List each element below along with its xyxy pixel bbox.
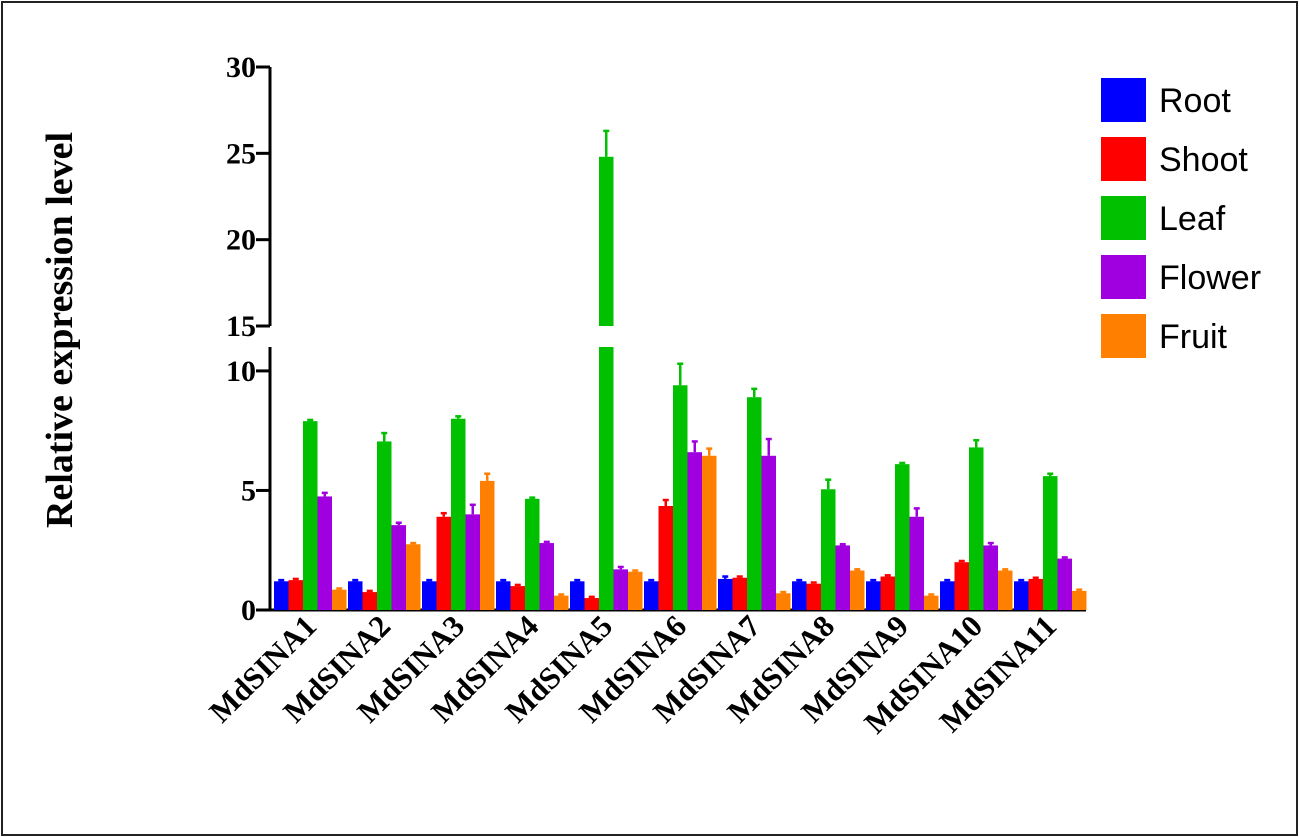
bar bbox=[866, 581, 881, 610]
bar bbox=[332, 589, 347, 610]
bar bbox=[1028, 578, 1043, 610]
bar bbox=[436, 516, 451, 610]
bar bbox=[599, 347, 614, 610]
y-axis-label: Relative expression level bbox=[39, 132, 81, 528]
bar bbox=[806, 583, 821, 610]
bar bbox=[288, 580, 303, 610]
bar bbox=[673, 385, 688, 610]
bar bbox=[377, 441, 392, 610]
bar bbox=[510, 586, 525, 610]
y-tick-label: 30 bbox=[226, 51, 256, 84]
bar bbox=[850, 570, 865, 610]
legend-label: Flower bbox=[1159, 259, 1261, 297]
bar bbox=[525, 498, 540, 610]
legend-label: Root bbox=[1159, 82, 1231, 120]
bar bbox=[702, 455, 717, 610]
bar bbox=[821, 489, 836, 610]
y-tick-label: 5 bbox=[241, 474, 256, 507]
bar bbox=[613, 569, 628, 610]
bar bbox=[761, 455, 776, 610]
bar bbox=[1057, 558, 1072, 610]
bar bbox=[687, 452, 702, 610]
bar bbox=[628, 571, 643, 610]
y-tick-label: 25 bbox=[226, 137, 256, 170]
x-category-labels: MdSINA1MdSINA2MdSINA3MdSINA4MdSINA5MdSIN… bbox=[202, 608, 1063, 740]
bar bbox=[880, 576, 895, 610]
legend-swatch bbox=[1101, 137, 1146, 181]
bar bbox=[732, 577, 747, 610]
bar bbox=[317, 496, 332, 610]
legend-swatch bbox=[1101, 78, 1146, 122]
y-tick-label: 0 bbox=[241, 594, 256, 627]
bar bbox=[924, 595, 939, 610]
y-ticks: 0 5 10 15 20 25 30 bbox=[226, 51, 270, 627]
bar bbox=[1043, 476, 1058, 610]
legend-label: Fruit bbox=[1159, 318, 1228, 356]
legend: Root Shoot Leaf Flower Fruit bbox=[1101, 78, 1261, 358]
bar bbox=[909, 516, 924, 610]
bar bbox=[274, 581, 289, 610]
bar bbox=[644, 581, 659, 610]
bar bbox=[465, 514, 480, 610]
bar bbox=[406, 544, 421, 610]
bar bbox=[451, 418, 466, 610]
bar bbox=[1072, 590, 1087, 610]
legend-label: Shoot bbox=[1159, 141, 1248, 179]
bars bbox=[274, 156, 1087, 610]
legend-swatch bbox=[1101, 196, 1146, 240]
y-tick-label: 15 bbox=[226, 310, 256, 343]
bar bbox=[480, 480, 495, 610]
bar bbox=[747, 397, 762, 610]
bar bbox=[895, 464, 910, 610]
bar bbox=[954, 562, 969, 610]
bar bbox=[658, 505, 673, 610]
legend-swatch bbox=[1101, 255, 1146, 299]
bar bbox=[570, 581, 585, 610]
bar bbox=[584, 598, 599, 610]
bar bbox=[362, 592, 377, 610]
legend-swatch bbox=[1101, 314, 1146, 358]
bar bbox=[983, 545, 998, 610]
bar bbox=[554, 595, 569, 610]
bar bbox=[539, 543, 554, 610]
error-bars bbox=[278, 129, 1083, 599]
bar bbox=[835, 545, 850, 610]
bar bbox=[348, 581, 363, 610]
bar bbox=[776, 593, 791, 610]
legend-label: Leaf bbox=[1159, 200, 1226, 238]
bar bbox=[998, 570, 1013, 610]
bar bbox=[792, 581, 807, 610]
bar bbox=[969, 447, 984, 610]
bar bbox=[496, 581, 511, 610]
bar bbox=[1014, 581, 1029, 610]
bar bbox=[303, 421, 318, 610]
bar bbox=[718, 578, 733, 610]
bar bbox=[940, 581, 955, 610]
y-tick-label: 20 bbox=[226, 224, 256, 257]
bar bbox=[422, 581, 437, 610]
y-tick-label: 10 bbox=[226, 355, 256, 388]
bar bbox=[599, 156, 614, 326]
bar bbox=[391, 525, 406, 610]
